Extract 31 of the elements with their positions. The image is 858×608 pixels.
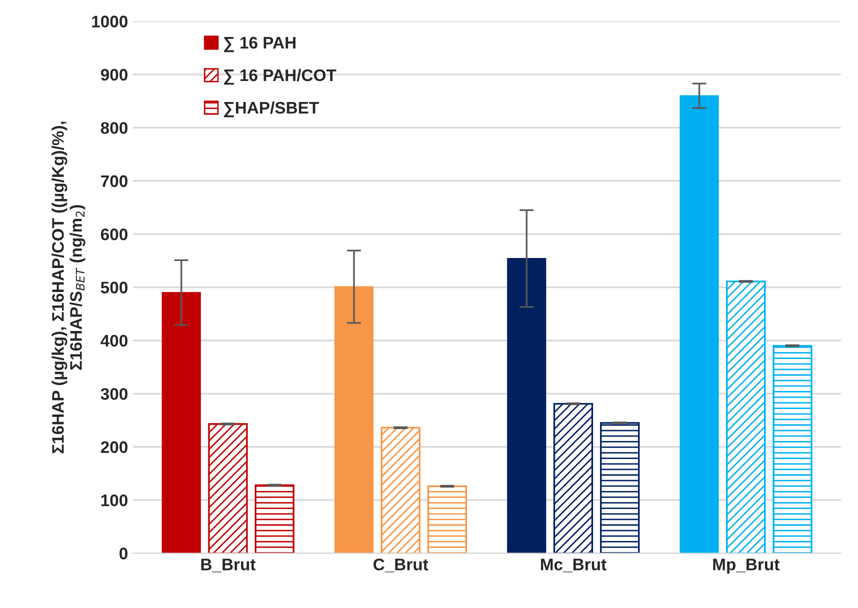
bar bbox=[427, 485, 468, 554]
bar bbox=[600, 422, 640, 554]
y-tick-label: 1000 bbox=[92, 16, 128, 28]
y-tick-label: 500 bbox=[100, 282, 128, 294]
y-tick-label: 700 bbox=[101, 175, 128, 188]
bar bbox=[162, 292, 201, 554]
y-tick-label: 800 bbox=[100, 122, 128, 134]
legend-label: ∑HAP/SBET bbox=[224, 101, 319, 118]
y-tick-label: 200 bbox=[100, 441, 128, 454]
bar bbox=[380, 426, 420, 554]
y-tick-label: 0 bbox=[120, 548, 128, 560]
y-tick-label: 100 bbox=[101, 494, 128, 506]
legend-label: ∑ 16 PAH bbox=[224, 36, 296, 52]
bar bbox=[208, 423, 248, 554]
bar bbox=[726, 280, 766, 554]
bar bbox=[680, 95, 719, 554]
bar bbox=[553, 402, 594, 554]
y-tick-label: 400 bbox=[100, 334, 128, 347]
bar bbox=[507, 258, 546, 554]
x-tick-label: Mp_Brut bbox=[713, 558, 780, 574]
y-tick-label: 600 bbox=[100, 228, 128, 240]
legend-label: ∑ 16 PAH/COT bbox=[224, 68, 336, 85]
bar bbox=[334, 286, 374, 554]
x-tick-label: C_Brut bbox=[374, 558, 428, 572]
y-tick-label: 300 bbox=[100, 388, 128, 400]
bar bbox=[254, 484, 294, 554]
y-tick-label: 900 bbox=[100, 68, 128, 81]
x-tick-label: Mc_Brut bbox=[541, 558, 606, 572]
bar bbox=[772, 344, 812, 554]
x-tick-label: B_Brut bbox=[201, 558, 256, 572]
y-axis-title: Σ16HAP (µg/kg), Σ16HAP/COT ((µg/Kg)/%), Σ16HAP/S$_{BET}$ (ng/m$_{2}$) bbox=[52, 122, 86, 454]
